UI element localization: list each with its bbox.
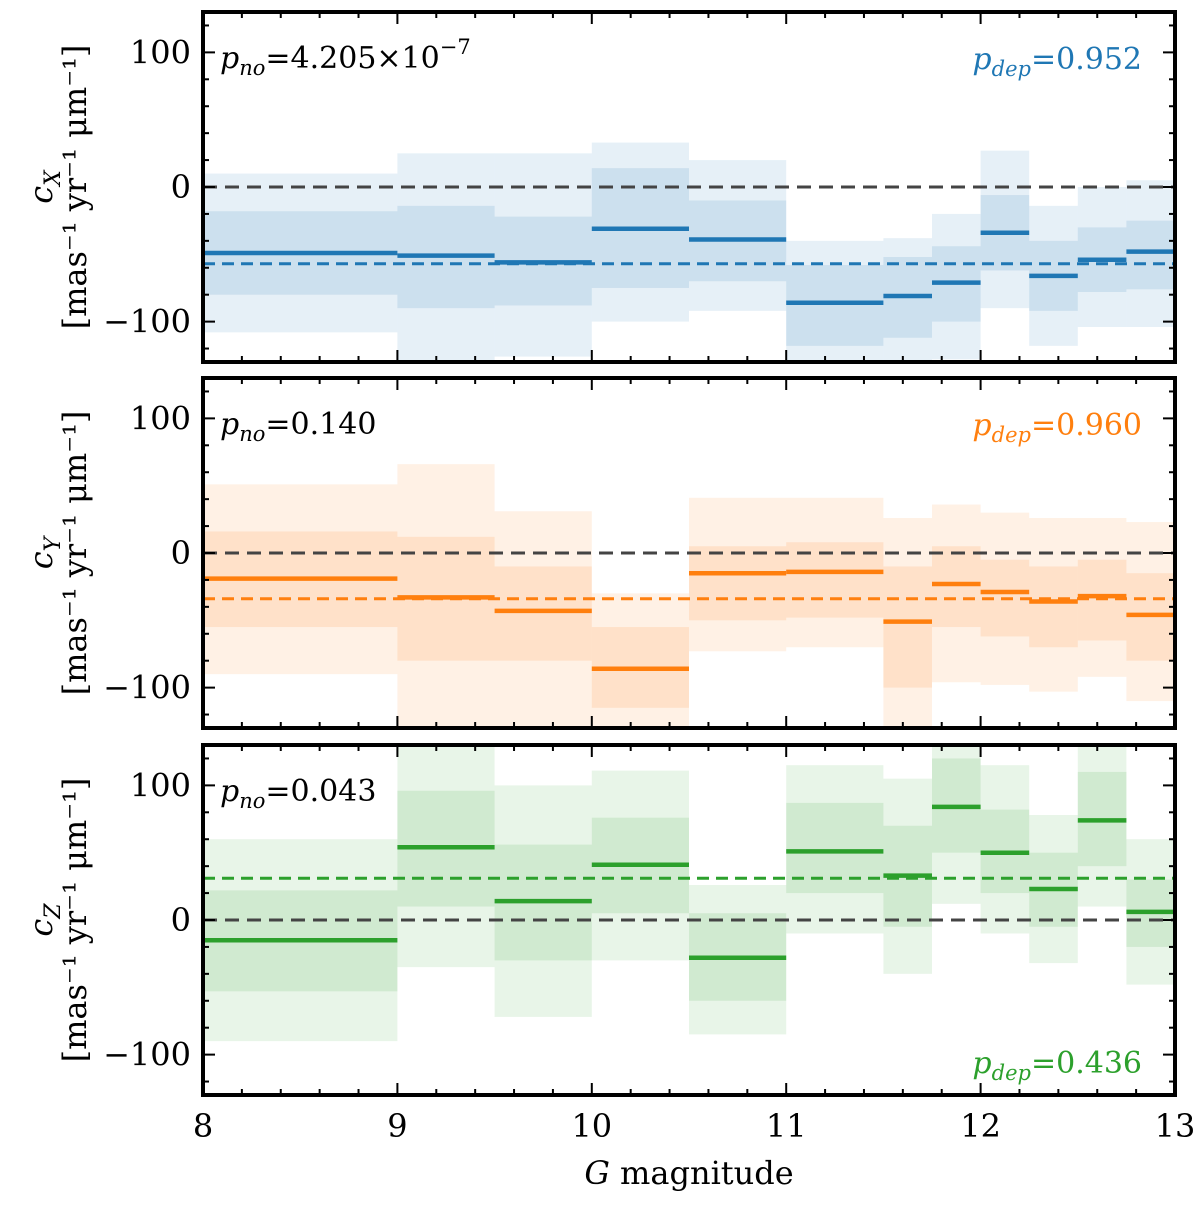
y-tick-label: −100 xyxy=(103,303,191,341)
y-axis-symbol-letter: c xyxy=(22,186,60,204)
inner-band xyxy=(689,546,787,621)
y-axis-units: [mas⁻¹ yr⁻¹ μm⁻¹] xyxy=(56,45,94,330)
inner-band xyxy=(786,265,884,346)
p-dep-annotation: pdep=0.952 xyxy=(972,42,1142,81)
p-no-exponent: −7 xyxy=(440,35,471,59)
inner-band xyxy=(1126,220,1175,290)
p-dep-annotation: pdep=0.960 xyxy=(972,408,1142,447)
y-tick-label: 100 xyxy=(130,399,191,437)
outer-band xyxy=(1077,187,1127,327)
panel-plot-area xyxy=(203,142,1175,362)
inner-band xyxy=(883,566,932,688)
y-axis-symbol: cX xyxy=(22,169,66,204)
x-tick-label: 9 xyxy=(387,1107,407,1145)
x-axis-label-text: magnitude xyxy=(610,1154,794,1192)
p-no-annotation: pno=4.205×10−7 xyxy=(220,35,471,80)
x-axis-label: G magnitude xyxy=(584,1154,793,1192)
y-axis-symbol: cY xyxy=(22,534,66,569)
y-axis-symbol-sub: X xyxy=(41,169,66,188)
panel-plot-area xyxy=(203,745,1175,1042)
y-axis-symbol: cZ xyxy=(22,903,66,937)
inner-band xyxy=(1029,566,1078,648)
p-dep-sub: dep xyxy=(992,423,1031,447)
p-dep-sub: dep xyxy=(992,1061,1031,1085)
p-dep-symbol: p xyxy=(972,408,991,443)
y-axis-symbol-sub: Y xyxy=(41,534,66,551)
p-no-symbol: p xyxy=(220,407,239,442)
p-dep-symbol: p xyxy=(972,42,991,77)
y-axis-units-text: [mas⁻¹ yr⁻¹ μm⁻¹] xyxy=(56,411,94,696)
p-no-value: =0.043 xyxy=(265,774,376,809)
inner-band xyxy=(494,566,592,661)
p-no-annotation: pno=0.043 xyxy=(220,774,376,813)
outer-band xyxy=(591,593,689,728)
x-tick-label: 10 xyxy=(571,1107,612,1145)
y-axis-units-text: [mas⁻¹ yr⁻¹ μm⁻¹] xyxy=(56,45,94,330)
p-no-symbol: p xyxy=(220,774,239,809)
y-tick-label: 100 xyxy=(130,766,191,804)
panel-plot-area xyxy=(203,464,1175,728)
p-dep-value: =0.960 xyxy=(1031,408,1142,443)
outer-band xyxy=(689,160,787,311)
y-axis-units: [mas⁻¹ yr⁻¹ μm⁻¹] xyxy=(56,411,94,696)
p-no-sub: no xyxy=(239,56,265,80)
y-tick-label: 0 xyxy=(171,168,191,206)
p-no-sub: no xyxy=(239,422,265,446)
x-tick-label: 8 xyxy=(193,1107,213,1145)
p-no-value: =0.140 xyxy=(265,407,376,442)
inner-band xyxy=(786,542,884,618)
y-axis-symbol-letter: c xyxy=(22,551,60,569)
p-dep-value: =0.952 xyxy=(1031,42,1142,77)
outer-band xyxy=(591,142,689,322)
outer-band xyxy=(883,238,932,362)
y-tick-label: −100 xyxy=(103,1036,191,1074)
outer-band xyxy=(397,745,495,968)
y-axis-symbol-letter: c xyxy=(22,919,60,937)
p-no-sub: no xyxy=(239,789,265,813)
y-tick-label: 0 xyxy=(171,534,191,572)
x-tick-label: 13 xyxy=(1155,1107,1196,1145)
p-no-annotation: pno=0.140 xyxy=(220,407,376,446)
x-tick-label: 12 xyxy=(960,1107,1001,1145)
p-no-symbol: p xyxy=(220,41,239,76)
outer-band xyxy=(980,765,1030,934)
x-axis-label-symbol: G xyxy=(584,1154,610,1192)
y-tick-label: −100 xyxy=(103,669,191,707)
y-axis-units-text: [mas⁻¹ yr⁻¹ μm⁻¹] xyxy=(56,778,94,1063)
p-no-value: =4.205×10 xyxy=(265,41,439,76)
p-dep-symbol: p xyxy=(972,1046,991,1081)
p-dep-value: =0.436 xyxy=(1031,1046,1142,1081)
p-dep-annotation: pdep=0.436 xyxy=(972,1046,1142,1085)
outer-band xyxy=(932,213,981,360)
y-tick-label: 100 xyxy=(130,33,191,71)
y-tick-label: 0 xyxy=(171,901,191,939)
outer-band xyxy=(1029,518,1078,692)
y-axis-units: [mas⁻¹ yr⁻¹ μm⁻¹] xyxy=(56,778,94,1063)
outer-band xyxy=(980,150,1030,309)
outer-band xyxy=(494,511,592,728)
inner-band xyxy=(932,546,981,628)
x-tick-label: 11 xyxy=(766,1107,807,1145)
p-dep-sub: dep xyxy=(992,57,1031,81)
outer-band xyxy=(932,504,981,683)
y-axis-symbol-sub: Z xyxy=(41,903,66,920)
